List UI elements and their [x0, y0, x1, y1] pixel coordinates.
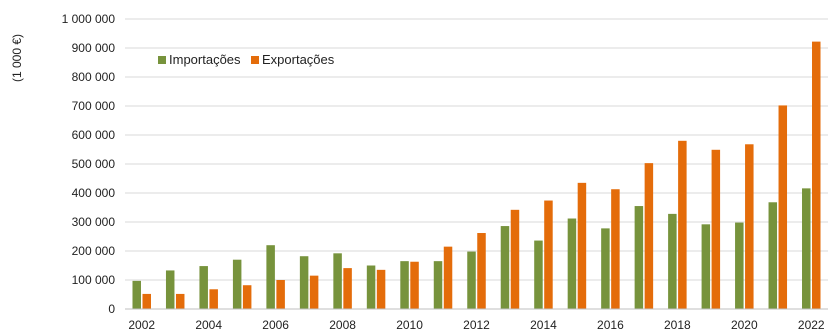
bar-exportacoes-2014 [544, 200, 553, 309]
y-tick-label: 800 000 [72, 70, 116, 84]
bar-exportacoes-2018 [678, 140, 687, 309]
x-tick-label: 2006 [262, 318, 289, 332]
y-tick-label: 500 000 [72, 157, 116, 171]
bar-importacoes-2021 [768, 202, 778, 309]
bar-importacoes-2008 [333, 253, 342, 309]
x-axis-ticks: 2002 2004 2006 2008 2010 2012 2014 2016 2018 2020… [128, 318, 825, 332]
y-tick-label: 300 000 [72, 215, 116, 229]
bar-importacoes-2004 [199, 266, 208, 309]
y-tick-label: 100 000 [72, 273, 116, 287]
bar-importacoes-2019 [701, 224, 711, 309]
bar-importacoes-2017 [634, 206, 644, 309]
bar-exportacoes-2004 [209, 289, 218, 309]
bar-exportacoes-2017 [644, 163, 654, 309]
y-tick-label: 400 000 [72, 186, 116, 200]
legend-swatch [158, 56, 166, 64]
bar-importacoes-2020 [735, 222, 744, 309]
legend-swatch [251, 56, 259, 64]
bars [132, 41, 821, 310]
bar-importacoes-2013 [500, 226, 510, 309]
y-tick-label: 700 000 [72, 99, 116, 113]
y-tick-label: 200 000 [72, 244, 116, 258]
bar-importacoes-2016 [601, 228, 610, 309]
y-axis-ticks: 0 100 000 200 000 300 000 400 000 500 000 600 … [62, 12, 116, 316]
bar-exportacoes-2007 [309, 275, 319, 309]
bar-importacoes-2018 [668, 213, 677, 309]
bar-exportacoes-2010 [410, 261, 419, 309]
bar-importacoes-2011 [433, 261, 443, 309]
bar-exportacoes-2019 [711, 149, 721, 309]
bar-importacoes-2007 [299, 256, 309, 309]
bar-exportacoes-2005 [242, 285, 252, 309]
y-tick-label: 0 [108, 302, 115, 316]
bar-exportacoes-2016 [611, 189, 620, 309]
bar-exportacoes-2008 [343, 268, 352, 309]
bar-exportacoes-2012 [477, 233, 486, 309]
x-tick-label: 2008 [329, 318, 356, 332]
bar-importacoes-2015 [567, 218, 577, 309]
legend-label: Exportações [262, 52, 335, 67]
bar-importacoes-2022 [802, 188, 811, 309]
x-tick-label: 2014 [530, 318, 557, 332]
bar-importacoes-2012 [467, 251, 476, 309]
x-tick-label: 2004 [195, 318, 222, 332]
x-tick-label: 2002 [128, 318, 155, 332]
bar-exportacoes-2021 [778, 105, 788, 309]
bar-exportacoes-2020 [745, 144, 754, 309]
legend: Importações Exportações [158, 52, 335, 67]
bar-importacoes-2003 [165, 270, 175, 309]
bar-exportacoes-2003 [175, 293, 185, 309]
bar-exportacoes-2011 [443, 246, 453, 309]
y-tick-label: 1 000 000 [62, 12, 116, 26]
gridlines [125, 18, 828, 281]
bar-exportacoes-2006 [276, 280, 285, 309]
x-tick-label: 2012 [463, 318, 490, 332]
legend-label: Importações [169, 52, 241, 67]
bar-exportacoes-2022 [812, 41, 821, 310]
y-tick-label: 900 000 [72, 41, 116, 55]
bar-importacoes-2014 [534, 240, 543, 309]
x-tick-label: 2020 [731, 318, 758, 332]
bar-importacoes-2006 [266, 245, 275, 309]
y-tick-label: 600 000 [72, 128, 116, 142]
y-axis-label: (1 000 €) [10, 34, 24, 82]
x-tick-label: 2022 [798, 318, 825, 332]
bar-importacoes-2002 [132, 280, 141, 309]
x-tick-label: 2010 [396, 318, 423, 332]
bar-importacoes-2005 [232, 259, 242, 309]
bar-exportacoes-2002 [142, 293, 151, 309]
x-tick-label: 2016 [597, 318, 624, 332]
bar-exportacoes-2013 [510, 209, 520, 309]
bar-exportacoes-2015 [577, 182, 587, 309]
bar-importacoes-2009 [366, 265, 376, 309]
bar-importacoes-2010 [400, 261, 409, 309]
x-tick-label: 2018 [664, 318, 691, 332]
bar-exportacoes-2009 [376, 269, 386, 309]
